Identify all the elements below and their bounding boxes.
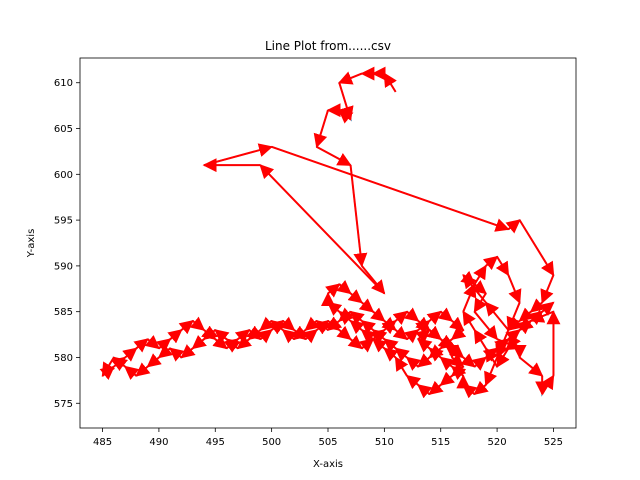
direction-arrow — [507, 274, 522, 304]
y-axis-label: Y-axis — [26, 229, 37, 259]
y-tick-label: 590 — [54, 261, 73, 272]
direction-arrow — [271, 145, 510, 232]
direction-arrow — [337, 71, 363, 85]
y-tick-label: 595 — [54, 216, 73, 227]
direction-arrow — [405, 374, 422, 390]
y-axis-ticks: 575 580 585 590 595 600 605 610 — [54, 78, 80, 410]
direction-arrow — [505, 219, 521, 234]
x-tick-label: 485 — [93, 437, 112, 448]
arrow-layer — [99, 66, 561, 399]
y-tick-label: 605 — [54, 124, 73, 135]
direction-arrow — [462, 310, 476, 331]
y-tick-label: 610 — [54, 78, 73, 89]
x-tick-label: 515 — [431, 437, 450, 448]
direction-arrow — [316, 145, 352, 167]
direction-arrow — [539, 301, 555, 316]
y-tick-label: 575 — [54, 399, 73, 410]
direction-arrow — [338, 109, 354, 124]
x-tick-label: 510 — [375, 437, 394, 448]
direction-arrow — [313, 109, 329, 149]
y-tick-label: 585 — [54, 307, 73, 318]
y-tick-label: 580 — [54, 353, 73, 364]
x-tick-label: 525 — [544, 437, 563, 448]
direction-arrow — [519, 356, 544, 377]
x-axis-label: X-axis — [313, 459, 343, 470]
direction-arrow — [473, 311, 498, 341]
direction-arrow — [484, 301, 510, 331]
direction-arrow — [462, 282, 477, 313]
direction-arrow — [349, 165, 368, 268]
direction-arrow — [473, 292, 488, 313]
y-tick-label: 600 — [54, 170, 73, 181]
x-tick-label: 490 — [149, 437, 168, 448]
direction-arrow — [540, 274, 555, 304]
x-axis-ticks: 485 490 495 500 505 510 515 520 525 — [93, 428, 563, 448]
x-tick-label: 500 — [262, 437, 281, 448]
direction-arrow — [383, 72, 397, 93]
chart-title: Line Plot from......csv — [265, 39, 391, 53]
x-tick-label: 495 — [206, 437, 225, 448]
direction-arrow — [471, 279, 487, 295]
direction-arrow — [203, 143, 273, 167]
direction-arrow — [259, 164, 386, 295]
direction-arrow — [518, 219, 555, 277]
direction-arrow — [495, 256, 510, 277]
direction-arrow — [484, 357, 499, 387]
direction-arrow — [506, 302, 521, 332]
direction-arrow — [473, 328, 488, 349]
x-tick-label: 520 — [488, 437, 507, 448]
x-tick-label: 505 — [318, 437, 337, 448]
direction-arrow — [540, 374, 555, 395]
direction-arrow — [482, 255, 499, 271]
